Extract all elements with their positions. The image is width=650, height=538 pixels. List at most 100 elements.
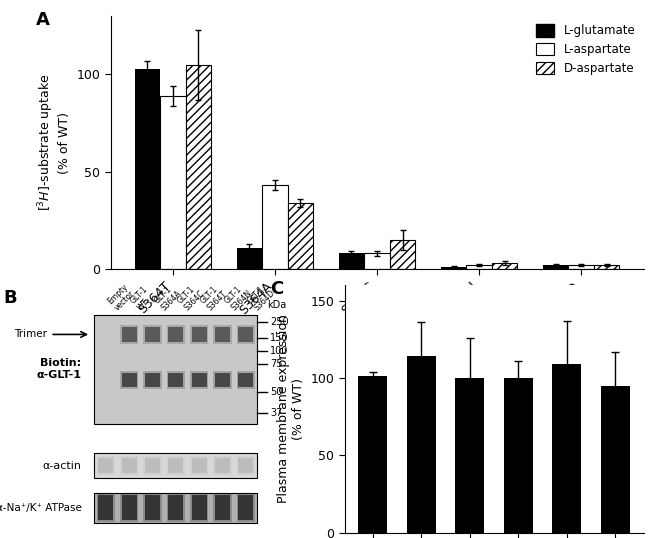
Bar <box>161 96 186 269</box>
Bar <box>120 456 138 475</box>
Text: 150: 150 <box>270 332 289 343</box>
Bar <box>215 373 230 387</box>
Bar <box>455 378 484 533</box>
Bar <box>192 373 207 387</box>
Bar <box>215 458 230 473</box>
Bar <box>168 327 183 342</box>
Bar <box>215 495 230 520</box>
Text: 50: 50 <box>270 387 282 397</box>
Bar <box>190 456 208 475</box>
Bar <box>213 493 231 522</box>
Bar <box>168 458 183 473</box>
Bar <box>339 253 364 269</box>
Bar <box>504 378 533 533</box>
Bar <box>466 265 492 269</box>
Text: Empty
vector: Empty vector <box>106 282 136 313</box>
Bar <box>192 495 207 520</box>
Text: GLT-1
S364T: GLT-1 S364T <box>199 282 229 313</box>
Text: GLT-1
WT: GLT-1 WT <box>129 285 157 313</box>
Bar <box>238 373 254 387</box>
Y-axis label: $[^{3}H]$-substrate uptake
(% of WT): $[^{3}H]$-substrate uptake (% of WT) <box>36 74 71 211</box>
Bar <box>543 265 568 269</box>
Text: 75: 75 <box>270 359 283 369</box>
Bar <box>492 263 517 269</box>
Bar <box>441 267 466 269</box>
Bar <box>94 454 257 478</box>
Bar <box>168 495 183 520</box>
Bar <box>120 371 138 389</box>
Bar <box>166 493 185 522</box>
Bar <box>190 493 208 522</box>
Bar <box>98 495 113 520</box>
Bar <box>135 69 161 269</box>
Text: α-actin: α-actin <box>43 461 82 471</box>
Bar <box>364 253 390 269</box>
Bar <box>190 325 208 344</box>
Bar <box>145 327 160 342</box>
Text: Biotin:
α-GLT-1: Biotin: α-GLT-1 <box>36 358 82 380</box>
Bar <box>120 493 138 522</box>
Bar <box>213 325 231 344</box>
Bar <box>262 186 288 269</box>
Text: A: A <box>36 11 50 29</box>
Text: 37: 37 <box>270 408 282 418</box>
Bar <box>94 315 257 424</box>
Text: kDa: kDa <box>266 300 286 310</box>
Bar <box>143 325 162 344</box>
Bar <box>168 373 183 387</box>
Text: GLT-1
S364A: GLT-1 S364A <box>153 282 183 313</box>
Text: Trimer: Trimer <box>14 329 47 339</box>
Bar <box>186 65 211 269</box>
Text: 100: 100 <box>270 346 289 356</box>
Bar <box>390 240 415 269</box>
Bar <box>552 364 581 533</box>
Bar <box>213 371 231 389</box>
Bar <box>601 386 630 533</box>
Bar <box>122 373 136 387</box>
Bar <box>97 493 115 522</box>
Bar <box>98 458 113 473</box>
Bar <box>237 493 255 522</box>
Legend: L-glutamate, L-aspartate, D-aspartate: L-glutamate, L-aspartate, D-aspartate <box>534 22 638 77</box>
Bar <box>237 371 255 389</box>
Bar <box>94 493 257 523</box>
Bar <box>213 456 231 475</box>
Bar <box>143 371 162 389</box>
Bar <box>143 456 162 475</box>
Bar <box>97 456 115 475</box>
Bar <box>145 458 160 473</box>
Bar <box>166 371 185 389</box>
Bar <box>237 456 255 475</box>
Text: GLT-1
S364C: GLT-1 S364C <box>176 282 207 313</box>
Bar <box>358 377 387 533</box>
Text: GLT-1
S364D: GLT-1 S364D <box>246 281 277 313</box>
Text: B: B <box>3 289 17 307</box>
Text: GLT-1
S364N: GLT-1 S364N <box>222 281 254 313</box>
Bar <box>122 458 136 473</box>
Bar <box>288 203 313 269</box>
Y-axis label: Plasma membrane expression
(% of WT): Plasma membrane expression (% of WT) <box>277 314 305 504</box>
Bar <box>143 493 162 522</box>
Text: 250: 250 <box>270 317 289 328</box>
Bar <box>145 495 160 520</box>
Bar <box>190 371 208 389</box>
Bar <box>237 325 255 344</box>
Bar <box>238 458 254 473</box>
Bar <box>192 458 207 473</box>
Bar <box>593 265 619 269</box>
Bar <box>122 495 136 520</box>
Text: α-Na⁺/K⁺ ATPase: α-Na⁺/K⁺ ATPase <box>0 503 82 513</box>
Bar <box>238 495 254 520</box>
Bar <box>166 325 185 344</box>
Bar <box>192 327 207 342</box>
Bar <box>120 325 138 344</box>
Bar <box>568 265 593 269</box>
Bar <box>237 247 262 269</box>
Text: C: C <box>270 280 283 298</box>
Bar <box>122 327 136 342</box>
Bar <box>215 327 230 342</box>
Bar <box>407 356 436 533</box>
Bar <box>145 373 160 387</box>
Bar <box>238 327 254 342</box>
Bar <box>166 456 185 475</box>
